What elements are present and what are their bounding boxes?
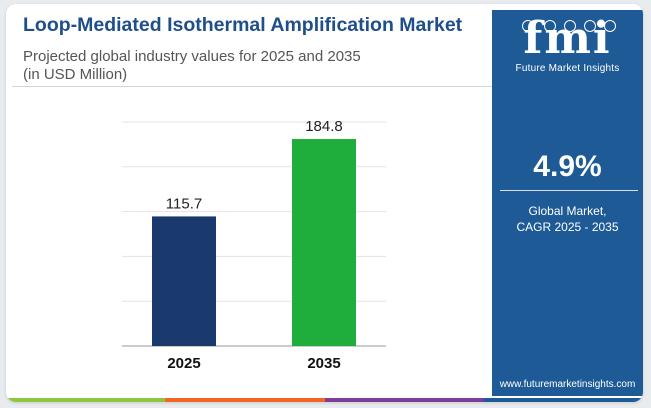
x-tick-label: 2025	[167, 355, 200, 372]
chart-card: Loop-Mediated Isothermal Amplification M…	[6, 4, 643, 402]
website-link[interactable]: www.futuremarketinsights.com	[499, 379, 636, 390]
logo-text: Future Market Insights	[515, 63, 620, 74]
chart-subtitle: Projected global industry values for 202…	[23, 48, 361, 84]
cagr-label: Global Market, CAGR 2025 - 2035	[492, 203, 643, 235]
subtitle-line-1: Projected global industry values for 202…	[23, 48, 361, 65]
data-label: 184.8	[305, 118, 343, 135]
cagr-label-line-1: Global Market,	[528, 204, 607, 218]
chart-title: Loop-Mediated Isothermal Amplification M…	[23, 14, 463, 36]
header-divider	[12, 86, 492, 87]
accent-segment	[6, 398, 166, 402]
x-tick-label: 2035	[307, 355, 340, 372]
accent-segment	[324, 398, 484, 402]
bar-2025	[152, 216, 216, 346]
bar-2035	[292, 139, 356, 346]
accent-bottom-bar	[6, 398, 643, 402]
data-label: 115.7	[166, 195, 202, 212]
logo-dots-icon	[492, 20, 643, 34]
bar-chart: 115.7 2025 184.8 2035	[122, 118, 386, 372]
accent-segment	[165, 398, 325, 402]
side-panel: fmi Future Market Insights 4.9% Global M…	[492, 10, 643, 396]
cagr-label-line-2: CAGR 2025 - 2035	[516, 220, 619, 234]
accent-segment	[483, 398, 643, 402]
subtitle-line-2: (in USD Million)	[23, 66, 128, 83]
cagr-divider	[500, 190, 638, 191]
cagr-value: 4.9%	[533, 150, 602, 183]
fmi-logo: fmi Future Market Insights	[492, 16, 643, 75]
